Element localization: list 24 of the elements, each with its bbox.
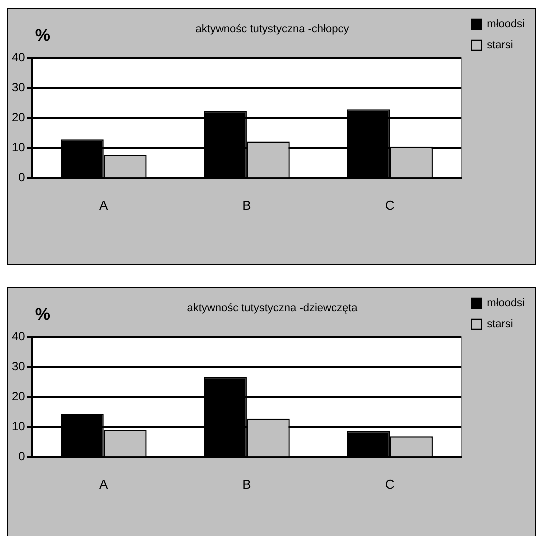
y-tick-label: 0 <box>18 170 26 185</box>
legend-label: młoodsi <box>487 298 525 310</box>
chart-title: aktywnośc tutystyczna -dziewczęta <box>187 302 359 315</box>
legend-label: starsi <box>487 40 514 52</box>
chart-title: aktywnośc tutystyczna -chłopcy <box>196 24 350 36</box>
y-tick-label: 40 <box>12 330 26 344</box>
y-tick-label: 10 <box>12 420 26 434</box>
x-tick-label: A <box>100 198 109 213</box>
x-tick-label: B <box>242 476 252 492</box>
y-tick-label: 40 <box>12 50 26 65</box>
legend-label: starsi <box>487 318 514 331</box>
y-axis-title: % <box>35 304 50 324</box>
y-tick-label: 20 <box>12 110 26 125</box>
x-tick-label: C <box>385 198 395 213</box>
legend-label: młoodsi <box>487 18 525 31</box>
y-tick-label: 30 <box>12 360 26 374</box>
y-tick-label: 30 <box>12 80 26 95</box>
y-axis-title: % <box>35 26 50 45</box>
x-tick-label: A <box>100 476 109 492</box>
y-tick-label: 20 <box>12 390 26 404</box>
y-tick-label: 10 <box>12 140 26 155</box>
x-tick-label: C <box>385 476 395 492</box>
y-tick-label: 0 <box>18 450 26 464</box>
x-tick-label: B <box>242 198 252 213</box>
